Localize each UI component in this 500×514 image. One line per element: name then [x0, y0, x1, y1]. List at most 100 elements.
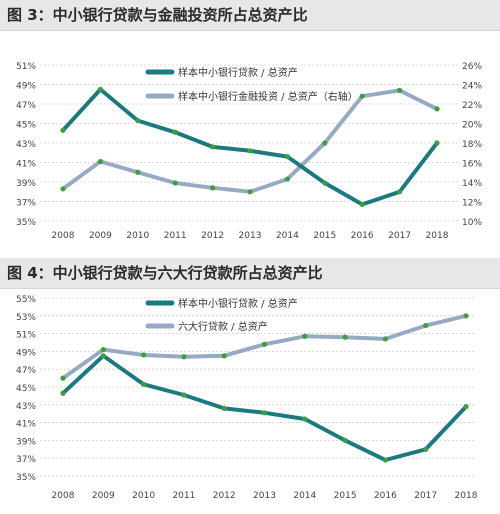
y-tick-label: 49%: [16, 82, 36, 92]
y2-tick-label: 16%: [462, 160, 482, 170]
y2-tick-label: 24%: [462, 82, 482, 92]
data-point: [359, 93, 365, 99]
y-tick-label: 47%: [16, 101, 36, 111]
chart-4-svg: 35% 37% 39% 41% 43% 45% 47% 49% 51% 53% 55% 2008 200…: [16, 295, 478, 501]
x-tick-label: 2014: [293, 491, 316, 501]
x-tick-label: 2014: [276, 231, 299, 241]
data-point: [463, 313, 469, 319]
data-point: [463, 403, 469, 410]
data-point: [97, 158, 103, 165]
data-point: [247, 148, 253, 154]
data-point: [322, 140, 328, 146]
x-tick-label: 2011: [164, 231, 187, 241]
data-point: [97, 86, 103, 92]
y-tick-label: 41%: [16, 160, 36, 170]
y2-tick-label: 26%: [462, 62, 482, 72]
data-point: [172, 180, 178, 186]
data-point: [221, 353, 227, 359]
y2-tick-label: 14%: [462, 179, 482, 189]
data-point: [261, 410, 268, 416]
chart-3-svg: 35% 37% 39% 41% 43% 45% 47% 49% 51% 10% 12% 14% 16% 1…: [16, 62, 482, 241]
legend-label: 样本中小银行贷款 / 总资产: [178, 297, 298, 310]
data-point: [141, 381, 147, 387]
data-point: [210, 185, 216, 191]
y-tick-label: 39%: [16, 179, 36, 189]
chart-panel-4: 图 4：中小银行贷款与六大行贷款所占总资产比 35% 37% 39% 41% 43% 45…: [0, 258, 500, 514]
data-point: [221, 405, 227, 411]
chart-title: 图 3：中小银行贷款与金融投资所占总资产比: [7, 6, 308, 24]
y-tick-label: 37%: [16, 199, 36, 209]
data-point: [382, 457, 388, 463]
y2-tick-label: 22%: [462, 101, 482, 111]
series-line: [61, 353, 468, 462]
data-point: [284, 176, 290, 182]
data-point: [434, 140, 440, 146]
x-tick-label: 2008: [52, 491, 75, 501]
x-tick-label: 2010: [126, 231, 149, 241]
x-tick-label: 2009: [89, 231, 112, 241]
y-tick-label: 41%: [16, 420, 36, 430]
data-point: [60, 186, 66, 192]
data-point: [342, 437, 348, 443]
data-point: [100, 353, 106, 359]
x-tick-label: 2009: [92, 491, 115, 501]
data-point: [382, 336, 388, 342]
data-point: [135, 169, 141, 175]
y-tick-label: 35%: [16, 473, 36, 483]
data-point: [100, 347, 106, 353]
x-tick-label: 2017: [388, 231, 411, 241]
y-tick-label: 45%: [16, 384, 36, 394]
data-point: [60, 375, 66, 381]
chart-title-bar: 图 4：中小银行贷款与六大行贷款所占总资产比: [0, 258, 500, 289]
data-point: [284, 154, 290, 160]
data-point: [261, 341, 268, 347]
y-tick-label: 51%: [16, 331, 36, 341]
y2-tick-label: 18%: [462, 140, 482, 150]
x-tick-label: 2013: [239, 231, 262, 241]
legend-label: 样本中小银行贷款 / 总资产: [178, 66, 298, 79]
y-tick-label: 37%: [16, 455, 36, 465]
data-point: [423, 322, 429, 329]
chart-panel-3: 图 3：中小银行贷款与金融投资所占总资产比 35% 37% 39% 41% 43% 45%…: [0, 0, 500, 255]
x-tick-label: 2018: [455, 491, 478, 501]
y2-tick-label: 10%: [462, 218, 482, 228]
data-point: [302, 333, 308, 339]
x-tick-label: 2011: [172, 491, 195, 501]
y-tick-label: 43%: [16, 402, 36, 412]
x-tick-label: 2015: [334, 491, 357, 501]
legend-label: 六大行贷款 / 总资产: [178, 320, 268, 333]
data-point: [322, 180, 328, 186]
data-point: [397, 189, 403, 195]
data-point: [397, 87, 403, 93]
x-tick-label: 2016: [374, 491, 397, 501]
y-tick-label: 43%: [16, 140, 36, 150]
y-tick-label: 39%: [16, 437, 36, 447]
x-tick-label: 2015: [313, 231, 336, 241]
x-tick-label: 2013: [253, 491, 276, 501]
y-tick-label: 55%: [16, 295, 36, 305]
data-point: [423, 446, 429, 452]
x-tick-label: 2017: [414, 491, 437, 501]
x-tick-label: 2010: [132, 491, 155, 501]
data-point: [210, 144, 216, 150]
data-point: [359, 201, 365, 208]
y-tick-label: 49%: [16, 348, 36, 358]
data-point: [181, 392, 187, 398]
x-tick-label: 2008: [52, 231, 75, 241]
x-tick-label: 2018: [426, 231, 449, 241]
x-tick-label: 2012: [213, 491, 236, 501]
data-point: [141, 352, 147, 358]
y-tick-label: 47%: [16, 366, 36, 376]
y-tick-label: 51%: [16, 62, 36, 72]
data-point: [172, 129, 178, 135]
series-line: [61, 87, 439, 207]
x-tick-label: 2016: [351, 231, 374, 241]
y2-tick-label: 20%: [462, 121, 482, 131]
y-tick-label: 53%: [16, 313, 36, 323]
data-point: [60, 127, 66, 133]
y-tick-label: 35%: [16, 218, 36, 228]
data-point: [60, 390, 66, 396]
data-point: [181, 354, 187, 360]
data-point: [247, 189, 253, 195]
y2-tick-label: 12%: [462, 199, 482, 209]
